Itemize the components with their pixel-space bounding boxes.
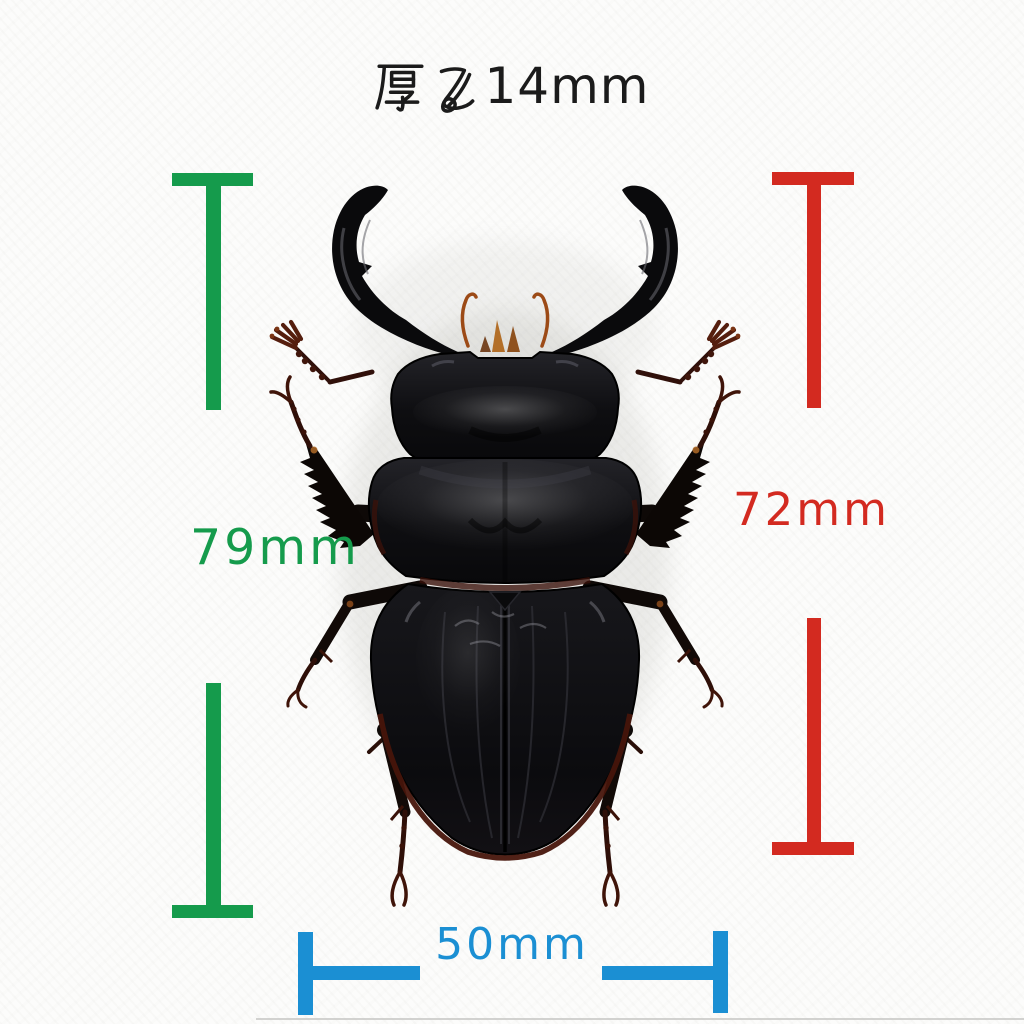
palp-left [460, 292, 478, 348]
scutellum [488, 591, 522, 612]
green-bottom-stem [206, 683, 221, 918]
midleg-left [286, 580, 428, 709]
title-thickness: 14mm [0, 58, 1024, 114]
green-top-stem [206, 173, 221, 410]
head [390, 350, 620, 461]
title-kanji-atsumi [375, 64, 475, 113]
photo-edge-line [256, 1018, 1024, 1020]
red-bottom-stem [807, 618, 821, 855]
green-bottom-crossbar [172, 905, 253, 918]
antenna-left [269, 319, 375, 385]
mandible-left [332, 185, 458, 356]
blue-right-line [602, 966, 715, 980]
length-label-green: 79mm [190, 519, 360, 576]
blue-left-line [310, 966, 420, 980]
pronotum [367, 457, 643, 584]
red-bottom-crossbar [772, 842, 854, 855]
length-label-red: 72mm [733, 483, 890, 536]
midleg-claw-left [286, 688, 308, 709]
waist [419, 577, 591, 591]
title-value: 14mm [484, 57, 650, 115]
hindleg-claw-left [390, 870, 408, 907]
red-top-stem [807, 172, 821, 408]
blue-right-endbar [713, 931, 728, 1013]
blue-left-endbar [298, 932, 313, 1015]
width-label-blue: 50mm [435, 919, 589, 970]
foreleg-claw-left [269, 375, 293, 404]
mouthparts-center [480, 320, 520, 352]
elytra [369, 582, 641, 861]
